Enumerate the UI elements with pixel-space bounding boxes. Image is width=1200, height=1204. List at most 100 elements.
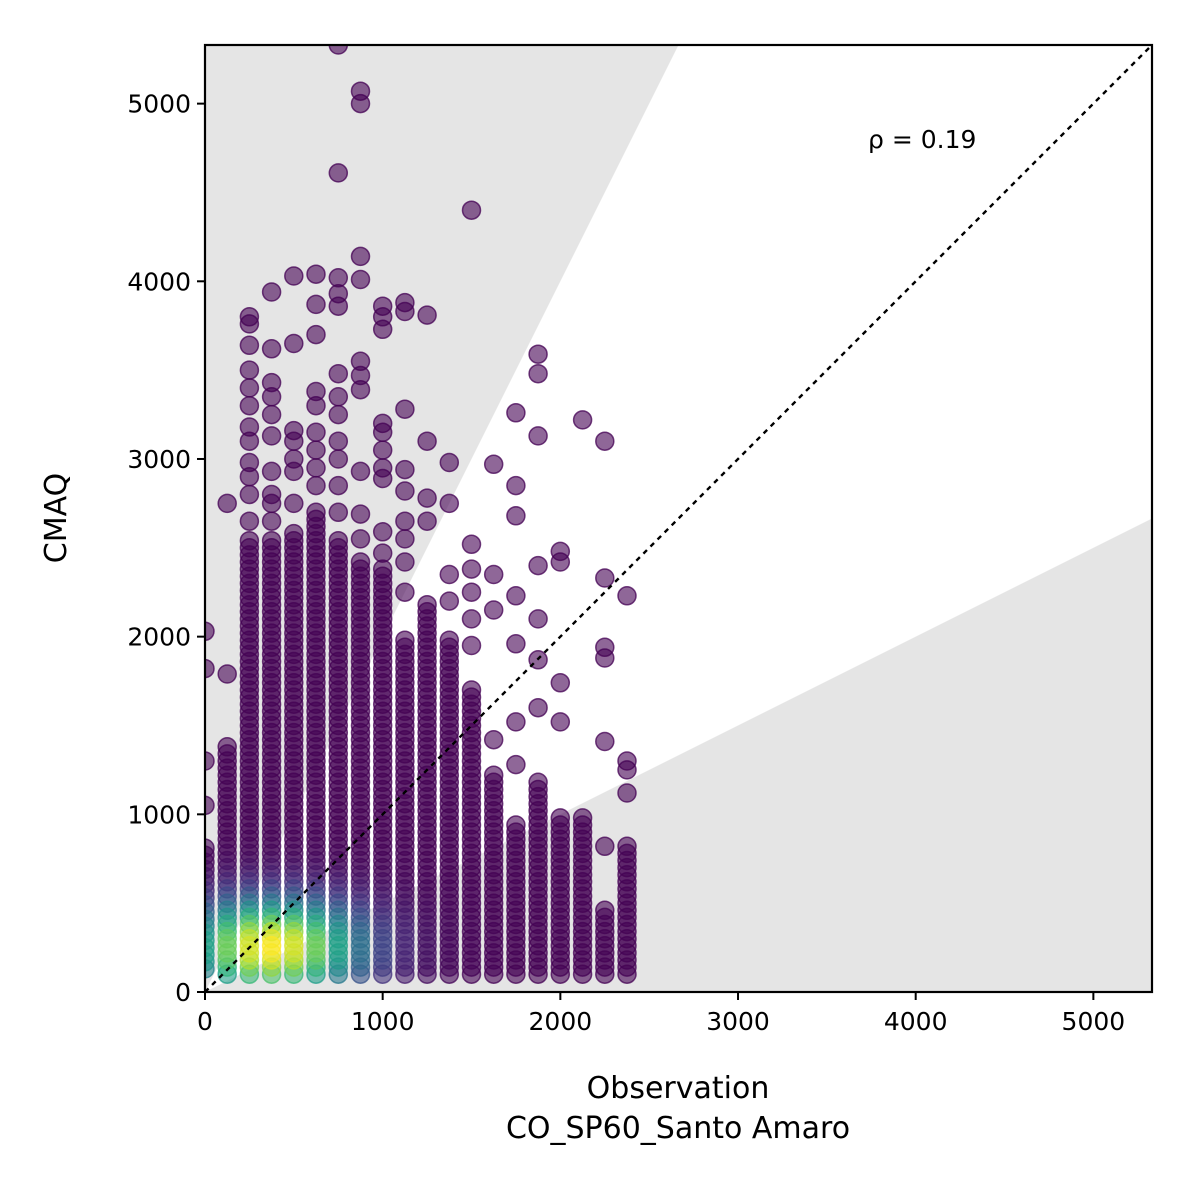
data-point xyxy=(372,468,393,489)
y-axis-ticks: 0 1000 2000 3000 4000 5000 xyxy=(127,90,205,1007)
data-point xyxy=(550,673,571,693)
data-point xyxy=(617,760,637,780)
data-point xyxy=(261,936,282,956)
data-point xyxy=(395,552,415,572)
data-point xyxy=(595,936,615,956)
data-point xyxy=(328,475,349,496)
data-point xyxy=(239,431,260,451)
data-point xyxy=(284,431,304,451)
data-point xyxy=(572,410,593,430)
data-point xyxy=(306,458,326,478)
data-point xyxy=(483,454,504,475)
data-point xyxy=(483,564,504,585)
data-point xyxy=(572,936,593,956)
data-point xyxy=(328,363,349,384)
data-point xyxy=(239,378,260,398)
data-point xyxy=(217,664,237,684)
x-tick-label: 5000 xyxy=(1062,1007,1126,1036)
data-point xyxy=(306,422,326,443)
data-point xyxy=(205,937,215,958)
data-point xyxy=(350,246,371,267)
data-point xyxy=(205,795,215,816)
data-point xyxy=(261,387,282,407)
identity-line xyxy=(205,45,1152,992)
data-point xyxy=(506,475,526,496)
data-point xyxy=(284,461,304,482)
y-tick-label: 1000 xyxy=(127,800,191,829)
x-tick-label: 1000 xyxy=(351,1007,415,1036)
data-point xyxy=(395,582,415,602)
x-tick-label: 4000 xyxy=(884,1007,948,1036)
data-point xyxy=(350,269,371,290)
data-point xyxy=(439,452,460,473)
data-point xyxy=(261,404,282,425)
data-point xyxy=(372,422,393,443)
plot-area xyxy=(205,45,1152,992)
data-point xyxy=(306,264,326,284)
data-point xyxy=(417,431,437,451)
data-point xyxy=(417,488,437,508)
data-point xyxy=(617,783,637,803)
data-point xyxy=(483,600,504,620)
data-point xyxy=(239,395,260,416)
data-point xyxy=(306,324,326,345)
data-point xyxy=(328,45,349,55)
data-point xyxy=(506,712,526,732)
data-point xyxy=(350,504,371,524)
y-axis-title: CMAQ xyxy=(39,473,74,563)
data-point xyxy=(528,697,548,718)
data-point xyxy=(528,363,548,384)
data-point xyxy=(328,387,349,407)
data-point xyxy=(350,529,371,549)
data-point xyxy=(461,200,482,220)
x-axis-ticks: 0 1000 2000 3000 4000 5000 xyxy=(197,992,1125,1036)
data-point xyxy=(284,266,304,286)
data-point xyxy=(261,282,282,302)
data-point xyxy=(528,555,548,576)
data-point xyxy=(595,731,615,752)
data-point xyxy=(284,936,304,956)
data-point xyxy=(506,936,526,956)
data-point xyxy=(328,431,349,451)
data-point xyxy=(395,936,415,956)
data-point xyxy=(439,564,460,585)
x-axis-subtitle: CO_SP60_Santo Amaro xyxy=(506,1111,850,1146)
y-tick-label: 4000 xyxy=(127,267,191,296)
data-point xyxy=(239,335,260,356)
data-point xyxy=(506,506,526,526)
data-point xyxy=(372,522,393,542)
y-tick-label: 2000 xyxy=(127,623,191,652)
data-point xyxy=(528,426,548,446)
data-point xyxy=(439,936,460,956)
data-point xyxy=(261,339,282,359)
data-point xyxy=(417,936,437,956)
data-point xyxy=(506,754,526,775)
data-point xyxy=(306,936,326,956)
data-point xyxy=(417,305,437,325)
data-point xyxy=(528,609,548,629)
data-point xyxy=(306,395,326,416)
data-point xyxy=(372,440,393,460)
data-point xyxy=(417,511,437,531)
data-point xyxy=(617,586,637,606)
data-point xyxy=(261,511,282,531)
data-point xyxy=(528,344,548,364)
data-point xyxy=(617,936,637,956)
data-point xyxy=(328,502,349,523)
data-point xyxy=(461,936,482,956)
data-point xyxy=(506,586,526,606)
data-point xyxy=(284,493,304,514)
data-point xyxy=(550,936,571,956)
x-tick-label: 2000 xyxy=(529,1007,593,1036)
data-point xyxy=(239,466,260,487)
data-point xyxy=(550,552,571,572)
data-point xyxy=(350,379,371,400)
data-point xyxy=(350,936,371,956)
data-point xyxy=(306,475,326,496)
data-point xyxy=(461,582,482,602)
data-point xyxy=(328,163,349,183)
data-point xyxy=(261,493,282,514)
data-point xyxy=(461,559,482,579)
